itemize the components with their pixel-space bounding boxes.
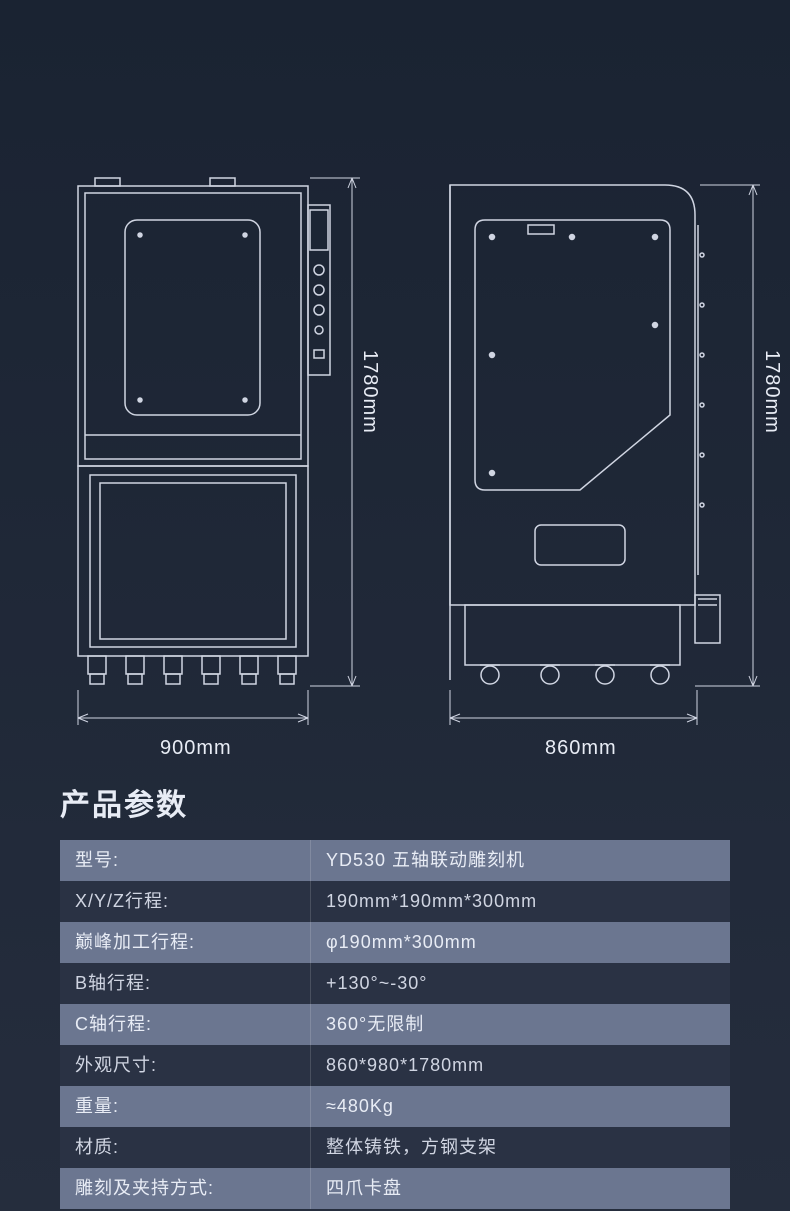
front-dim-lines [60, 170, 380, 750]
table-row: B轴行程:+130°~-30° [60, 963, 730, 1004]
spec-value: +130°~-30° [310, 963, 730, 1004]
spec-value: 190mm*190mm*300mm [310, 881, 730, 922]
spec-value: φ190mm*300mm [310, 922, 730, 963]
table-row: C轴行程:360°无限制 [60, 1004, 730, 1045]
spec-value: 整体铸铁，方钢支架 [310, 1127, 730, 1168]
spec-label: 材质: [60, 1127, 310, 1168]
spec-value: 360°无限制 [310, 1004, 730, 1045]
table-row: 巅峰加工行程:φ190mm*300mm [60, 922, 730, 963]
dimension-diagram: 1780mm 900mm [0, 0, 790, 760]
spec-value: ≈480Kg [310, 1086, 730, 1127]
front-height-label: 1780mm [358, 350, 381, 434]
spec-table: 型号:YD530 五轴联动雕刻机X/Y/Z行程:190mm*190mm*300m… [60, 840, 730, 1209]
table-row: X/Y/Z行程:190mm*190mm*300mm [60, 881, 730, 922]
spec-label: X/Y/Z行程: [60, 881, 310, 922]
spec-value: 860*980*1780mm [310, 1045, 730, 1086]
table-row: 外观尺寸:860*980*1780mm [60, 1045, 730, 1086]
spec-label: 巅峰加工行程: [60, 922, 310, 963]
spec-label: 重量: [60, 1086, 310, 1127]
spec-label: C轴行程: [60, 1004, 310, 1045]
spec-value: YD530 五轴联动雕刻机 [310, 840, 730, 881]
spec-label: 外观尺寸: [60, 1045, 310, 1086]
side-dim-lines [435, 170, 775, 750]
side-height-label: 1780mm [760, 350, 783, 434]
table-row: 型号:YD530 五轴联动雕刻机 [60, 840, 730, 881]
table-row: 材质:整体铸铁，方钢支架 [60, 1127, 730, 1168]
side-width-label: 860mm [545, 737, 617, 760]
spec-label: 雕刻及夹持方式: [60, 1168, 310, 1209]
spec-label: B轴行程: [60, 963, 310, 1004]
table-row: 雕刻及夹持方式:四爪卡盘 [60, 1168, 730, 1209]
spec-label: 型号: [60, 840, 310, 881]
section-title: 产品参数 [60, 780, 188, 824]
table-row: 重量:≈480Kg [60, 1086, 730, 1127]
spec-value: 四爪卡盘 [310, 1168, 730, 1209]
front-width-label: 900mm [160, 737, 232, 760]
